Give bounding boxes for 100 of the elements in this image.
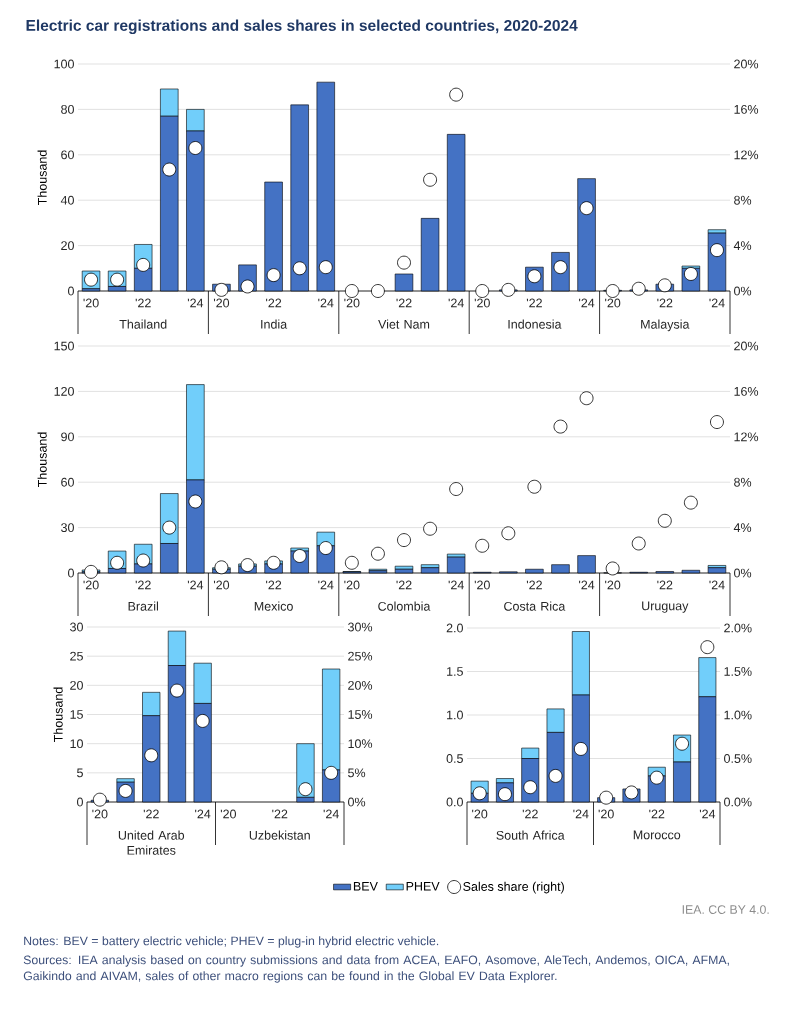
x-tick-label: '22 xyxy=(522,809,538,819)
x-tick-label: '22 xyxy=(657,580,673,590)
x-tick-label: '22 xyxy=(143,809,159,819)
x-tick-label: '20 xyxy=(472,809,488,819)
x-tick-label: '20 xyxy=(344,580,360,590)
y2-tick-label: 16% xyxy=(734,386,759,396)
x-tick-label: '20 xyxy=(474,580,490,590)
y-tick-label: 20 xyxy=(61,241,74,251)
text: Notes: BEV = battery electric vehicle; PHEV = plug-in hybrid electric vehicle. xyxy=(24,936,439,948)
text: Costa Rica xyxy=(504,601,566,611)
y2-tick-label: 16% xyxy=(734,104,759,114)
y2-tick-label: 4% xyxy=(733,523,752,532)
x-tick-label: '24 xyxy=(195,809,211,819)
y-tick-label: 2.0 xyxy=(446,623,463,633)
text: Indonesia xyxy=(508,319,562,329)
text: Morocco xyxy=(633,830,681,840)
y2-tick-label: 0% xyxy=(734,286,752,296)
y2-tick-label: 0.0% xyxy=(724,797,752,807)
y-tick-label: 0 xyxy=(77,797,83,807)
y2-tick-label: 10% xyxy=(348,739,373,749)
y2-tick-label: 12% xyxy=(734,432,759,442)
text: Colombia xyxy=(378,601,431,611)
x-tick-label: '20 xyxy=(605,298,621,308)
x-tick-label: '24 xyxy=(448,298,464,308)
x-tick-label: '24 xyxy=(187,580,204,590)
text: India xyxy=(261,319,288,329)
x-tick-label: '22 xyxy=(266,298,282,308)
y-tick-label: 80 xyxy=(61,104,74,114)
y2-tick-label: 4% xyxy=(733,241,752,250)
text: Viet Nam xyxy=(378,319,430,329)
x-tick-label: '22 xyxy=(526,298,542,308)
y-tick-label: 10 xyxy=(70,739,83,749)
x-tick-label: '24 xyxy=(573,809,589,819)
x-tick-label: '24 xyxy=(579,580,595,590)
y-tick-label: 0.5 xyxy=(446,754,463,763)
y2-tick-label: 0% xyxy=(734,568,752,578)
y-tick-label: 5 xyxy=(77,768,83,778)
text: United Arab Emirates xyxy=(118,830,185,855)
y2-tick-label: 2.0% xyxy=(724,623,752,633)
x-tick-label: '20 xyxy=(83,580,99,590)
y2-tick-label: 0% xyxy=(348,797,366,807)
x-tick-label: '20 xyxy=(213,580,230,590)
x-tick-label: '24 xyxy=(579,298,595,308)
x-tick-label: '22 xyxy=(649,809,665,819)
x-tick-label: '20 xyxy=(605,580,621,590)
y-tick-label: 30 xyxy=(61,523,74,533)
y2-tick-label: 30% xyxy=(348,622,373,632)
x-tick-label: '20 xyxy=(213,298,230,308)
x-tick-label: '24 xyxy=(709,580,725,590)
x-tick-label: '24 xyxy=(318,580,334,590)
y-tick-label: 25 xyxy=(70,651,83,661)
x-tick-label: '24 xyxy=(323,809,339,819)
x-tick-label: '22 xyxy=(266,580,282,590)
y-tick-label: 120 xyxy=(54,386,74,396)
y2-tick-label: 20% xyxy=(734,59,759,69)
text: Thailand xyxy=(119,319,167,329)
y-axis-title: Thousand xyxy=(37,432,47,488)
y-tick-label: 1.0 xyxy=(447,710,463,720)
y-tick-label: 60 xyxy=(61,477,74,487)
y-tick-label: 30 xyxy=(70,622,83,632)
text: Malaysia xyxy=(641,319,690,332)
x-tick-label: '22 xyxy=(396,580,412,590)
x-tick-label: '20 xyxy=(220,809,237,819)
y-tick-label: 60 xyxy=(61,150,74,160)
y-tick-label: 90 xyxy=(61,432,74,442)
x-tick-label: '22 xyxy=(135,580,151,590)
x-tick-label: '24 xyxy=(318,298,334,308)
y-tick-label: 100 xyxy=(54,59,74,69)
text: Mexico xyxy=(254,601,293,611)
x-tick-label: '20 xyxy=(344,298,360,308)
x-tick-label: '20 xyxy=(474,298,490,308)
y-tick-label: 0.0 xyxy=(446,797,463,807)
text: Brazil xyxy=(128,601,158,611)
legend-label: Sales share (right) xyxy=(463,881,564,894)
x-tick-label: '22 xyxy=(135,298,151,308)
y2-tick-label: 20% xyxy=(734,341,759,351)
y2-tick-label: 15% xyxy=(348,710,373,719)
x-tick-label: '24 xyxy=(187,298,204,308)
y-tick-label: 40 xyxy=(60,195,74,205)
x-tick-label: '24 xyxy=(709,298,725,308)
y2-tick-label: 25% xyxy=(348,651,373,661)
x-tick-label: '22 xyxy=(526,580,542,590)
y-axis-title: Thousand xyxy=(37,150,47,206)
chart-title: Electric car registrations and sales shares in selected countries, 2020-2024 xyxy=(26,19,578,35)
y-tick-label: 0 xyxy=(68,286,74,296)
y-tick-label: 20 xyxy=(70,680,83,690)
x-tick-label: '20 xyxy=(83,298,99,308)
y2-tick-label: 1.5% xyxy=(724,667,752,676)
text: South Africa xyxy=(496,830,565,840)
y2-tick-label: 8% xyxy=(734,477,752,487)
text: IEA. CC BY 4.0. xyxy=(682,905,769,914)
y-axis-title: Thousand xyxy=(53,687,63,743)
y-tick-label: 0 xyxy=(68,568,74,578)
x-tick-label: '20 xyxy=(92,809,108,819)
x-tick-label: '22 xyxy=(657,298,673,308)
x-tick-label: '24 xyxy=(699,809,716,819)
x-tick-label: '20 xyxy=(598,809,614,819)
y2-tick-label: 8% xyxy=(734,195,752,205)
y-tick-label: 15 xyxy=(70,710,83,719)
y2-tick-label: 12% xyxy=(734,150,759,160)
